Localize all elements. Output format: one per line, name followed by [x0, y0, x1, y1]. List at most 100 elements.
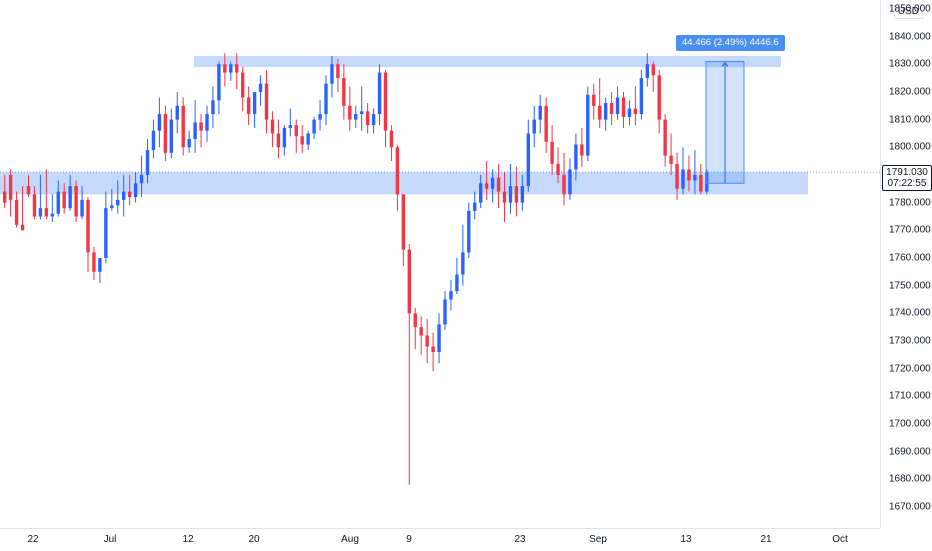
candle-body	[20, 224, 25, 231]
candle	[8, 169, 13, 217]
candle	[122, 174, 126, 217]
candle	[217, 61, 221, 115]
candle-body	[377, 72, 382, 115]
candle	[538, 94, 542, 134]
candle	[20, 186, 25, 231]
candle-body	[663, 119, 667, 156]
candle	[235, 53, 239, 90]
candle	[431, 332, 435, 372]
candle	[205, 105, 209, 142]
candle-body	[681, 169, 685, 189]
price-tick-label: 1830.000	[889, 58, 931, 70]
candle-body	[169, 119, 173, 153]
candle-body	[56, 191, 60, 214]
candle-body	[395, 147, 400, 195]
candle	[276, 119, 281, 159]
candle-body	[264, 83, 269, 120]
candle-body	[693, 174, 697, 181]
time-axis[interactable]: 22 Jul 12 20 Aug 9 23 Sep 13 21 Oct	[0, 528, 880, 551]
candle	[467, 202, 471, 258]
candle-body	[580, 144, 584, 156]
candle	[264, 69, 269, 134]
candle-body	[354, 114, 358, 120]
candle	[490, 169, 495, 203]
candle	[699, 163, 703, 195]
candle-body	[568, 169, 572, 195]
candle-body	[562, 174, 566, 195]
candle	[693, 150, 697, 195]
candle-body	[336, 64, 340, 79]
price-tick-label: 1710.000	[889, 390, 931, 402]
chart-plot-area[interactable]: 44.466 (2.49%) 4446.6	[0, 0, 880, 528]
candle-body	[633, 108, 638, 115]
candle-body	[609, 103, 614, 115]
candle-body	[122, 191, 126, 200]
candle	[550, 125, 554, 175]
price-tick-label: 1670.000	[889, 501, 931, 513]
candle-body	[365, 111, 370, 126]
candle-body	[80, 199, 84, 217]
candle-body	[8, 174, 13, 200]
candle	[74, 180, 78, 222]
candle	[508, 163, 513, 214]
candle-body	[246, 97, 251, 115]
measure-label: 44.466 (2.49%) 4446.6	[676, 35, 785, 51]
bar-countdown: 07:22:55	[887, 178, 927, 190]
candle-body	[62, 191, 66, 209]
candle-body	[544, 105, 548, 142]
candle-body	[675, 163, 679, 189]
candle-body	[502, 191, 507, 203]
candle-body	[330, 64, 334, 84]
time-tick-label: Sep	[589, 534, 607, 545]
candle	[270, 111, 275, 148]
price-tick-label: 1840.000	[889, 31, 931, 43]
candle-body	[187, 138, 191, 148]
candle-body	[74, 186, 78, 217]
candle-body	[413, 313, 417, 328]
candle	[157, 97, 162, 148]
candle-body	[133, 183, 138, 198]
candle	[609, 91, 614, 126]
candle	[496, 163, 501, 209]
candle-body	[235, 64, 239, 73]
candle	[437, 313, 441, 364]
time-tick-label: Jul	[103, 534, 117, 545]
candle-body	[26, 186, 31, 195]
candlestick-chart[interactable]	[0, 0, 880, 528]
candle	[514, 166, 519, 217]
candle	[258, 75, 263, 106]
candle-body	[241, 72, 245, 98]
price-tick-label: 1800.000	[889, 141, 931, 153]
candle	[401, 194, 406, 267]
candle-body	[484, 183, 489, 189]
candle-body	[532, 119, 536, 134]
candle-body	[50, 213, 54, 217]
candle-body	[419, 327, 423, 336]
candle	[461, 224, 465, 286]
candle	[484, 161, 489, 200]
candle-body	[211, 100, 215, 115]
price-tick-label: 1780.000	[889, 197, 931, 209]
candle	[32, 186, 37, 220]
price-tick-label: 1820.000	[889, 86, 931, 98]
candle	[318, 100, 322, 131]
candle	[300, 125, 304, 153]
time-tick-label: 21	[760, 534, 772, 545]
candle	[98, 257, 102, 283]
candle	[86, 197, 90, 272]
candle	[663, 114, 667, 167]
currency-button[interactable]: USD	[893, 4, 923, 19]
candle-body	[276, 133, 281, 148]
candle	[223, 53, 227, 87]
candle-body	[92, 252, 96, 272]
candle-body	[145, 150, 150, 175]
candle	[687, 155, 691, 192]
candle-body	[621, 97, 626, 117]
support-zone	[0, 172, 808, 195]
candle-body	[437, 324, 441, 353]
candle	[377, 64, 382, 126]
candle-body	[193, 122, 197, 139]
price-axis[interactable]: USD 1670.000 1680.000 1690.000 1700.000 1710…	[880, 0, 932, 528]
candle-body	[514, 186, 519, 203]
candle	[586, 86, 590, 162]
